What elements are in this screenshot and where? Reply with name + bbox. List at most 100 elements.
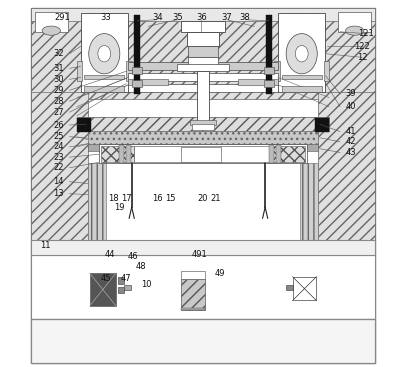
Bar	[90, 273, 116, 306]
Text: 30: 30	[53, 75, 64, 84]
Bar	[128, 79, 168, 85]
Bar	[31, 255, 374, 319]
Bar	[87, 131, 318, 145]
Bar	[181, 147, 221, 161]
Text: 26: 26	[53, 120, 64, 130]
Text: 16: 16	[151, 194, 162, 203]
Text: 491: 491	[191, 250, 207, 259]
Text: 33: 33	[100, 12, 111, 22]
Bar	[77, 117, 328, 131]
Text: 38: 38	[239, 12, 250, 22]
Bar	[268, 145, 273, 163]
Text: 46: 46	[127, 252, 138, 261]
Bar	[87, 163, 106, 240]
Text: 13: 13	[53, 189, 64, 198]
Text: 28: 28	[53, 97, 64, 106]
Bar	[77, 118, 91, 132]
Bar	[31, 319, 374, 363]
Text: 19: 19	[114, 203, 125, 212]
Bar	[275, 145, 281, 163]
Ellipse shape	[286, 34, 316, 74]
Bar	[31, 92, 87, 319]
Bar	[118, 287, 124, 293]
Text: 122: 122	[353, 42, 369, 51]
Bar	[186, 32, 219, 46]
Ellipse shape	[89, 34, 119, 74]
Bar	[128, 62, 277, 70]
Text: 12: 12	[356, 53, 367, 62]
Bar	[126, 61, 131, 81]
Text: 48: 48	[135, 262, 146, 271]
Text: 34: 34	[151, 12, 162, 22]
Bar	[181, 271, 205, 279]
Bar	[87, 144, 318, 150]
Bar	[84, 75, 124, 79]
Bar	[271, 146, 304, 162]
Bar	[197, 71, 208, 122]
Text: 40: 40	[345, 102, 356, 111]
Text: 32: 32	[53, 49, 64, 58]
Bar	[237, 79, 277, 85]
Bar	[118, 277, 124, 284]
Bar	[274, 61, 279, 81]
Bar	[181, 308, 205, 310]
Text: 45: 45	[100, 274, 111, 283]
Text: 21: 21	[210, 194, 220, 203]
Bar	[192, 124, 213, 131]
Text: 47: 47	[121, 274, 131, 283]
Bar	[31, 8, 374, 99]
Bar	[101, 146, 134, 162]
Text: 27: 27	[53, 108, 64, 117]
Bar	[35, 12, 68, 32]
Bar	[318, 92, 374, 319]
Text: 41: 41	[345, 127, 356, 136]
Bar	[80, 14, 128, 92]
Bar	[292, 277, 315, 301]
Bar	[128, 84, 277, 92]
Bar	[181, 21, 224, 32]
Bar	[128, 73, 277, 81]
Bar	[285, 285, 292, 290]
Bar	[77, 61, 82, 81]
Bar	[134, 146, 271, 162]
Text: 43: 43	[345, 148, 356, 157]
Text: 31: 31	[53, 64, 64, 73]
Bar	[131, 67, 142, 74]
Bar	[299, 163, 318, 240]
Text: 39: 39	[345, 90, 356, 98]
Bar	[31, 240, 374, 255]
Text: 44: 44	[104, 250, 115, 259]
Text: 17: 17	[121, 194, 131, 203]
Text: 29: 29	[53, 86, 64, 95]
Text: 14: 14	[53, 177, 64, 186]
Bar	[263, 67, 274, 74]
Text: 15: 15	[164, 194, 175, 203]
Ellipse shape	[98, 46, 111, 62]
Bar	[277, 14, 325, 92]
Bar	[187, 57, 218, 66]
Bar	[31, 8, 374, 21]
Bar	[263, 80, 274, 87]
Bar	[126, 145, 131, 163]
Text: 18: 18	[108, 194, 118, 203]
Text: 24: 24	[53, 142, 64, 152]
Bar	[98, 144, 307, 163]
Ellipse shape	[345, 26, 363, 35]
Bar	[119, 145, 124, 163]
Text: 23: 23	[53, 153, 64, 162]
Text: 35: 35	[172, 12, 182, 22]
Text: 10: 10	[141, 280, 151, 288]
Bar	[281, 86, 321, 92]
Bar	[124, 285, 130, 290]
Bar	[131, 80, 142, 87]
Bar	[314, 118, 328, 132]
Bar	[190, 120, 215, 125]
Text: 36: 36	[195, 12, 206, 22]
Bar	[187, 46, 218, 57]
Text: 42: 42	[345, 137, 356, 146]
Bar	[84, 86, 124, 92]
Ellipse shape	[42, 26, 60, 35]
Text: 20: 20	[196, 194, 207, 203]
Bar	[281, 75, 321, 79]
Text: 37: 37	[221, 12, 232, 22]
